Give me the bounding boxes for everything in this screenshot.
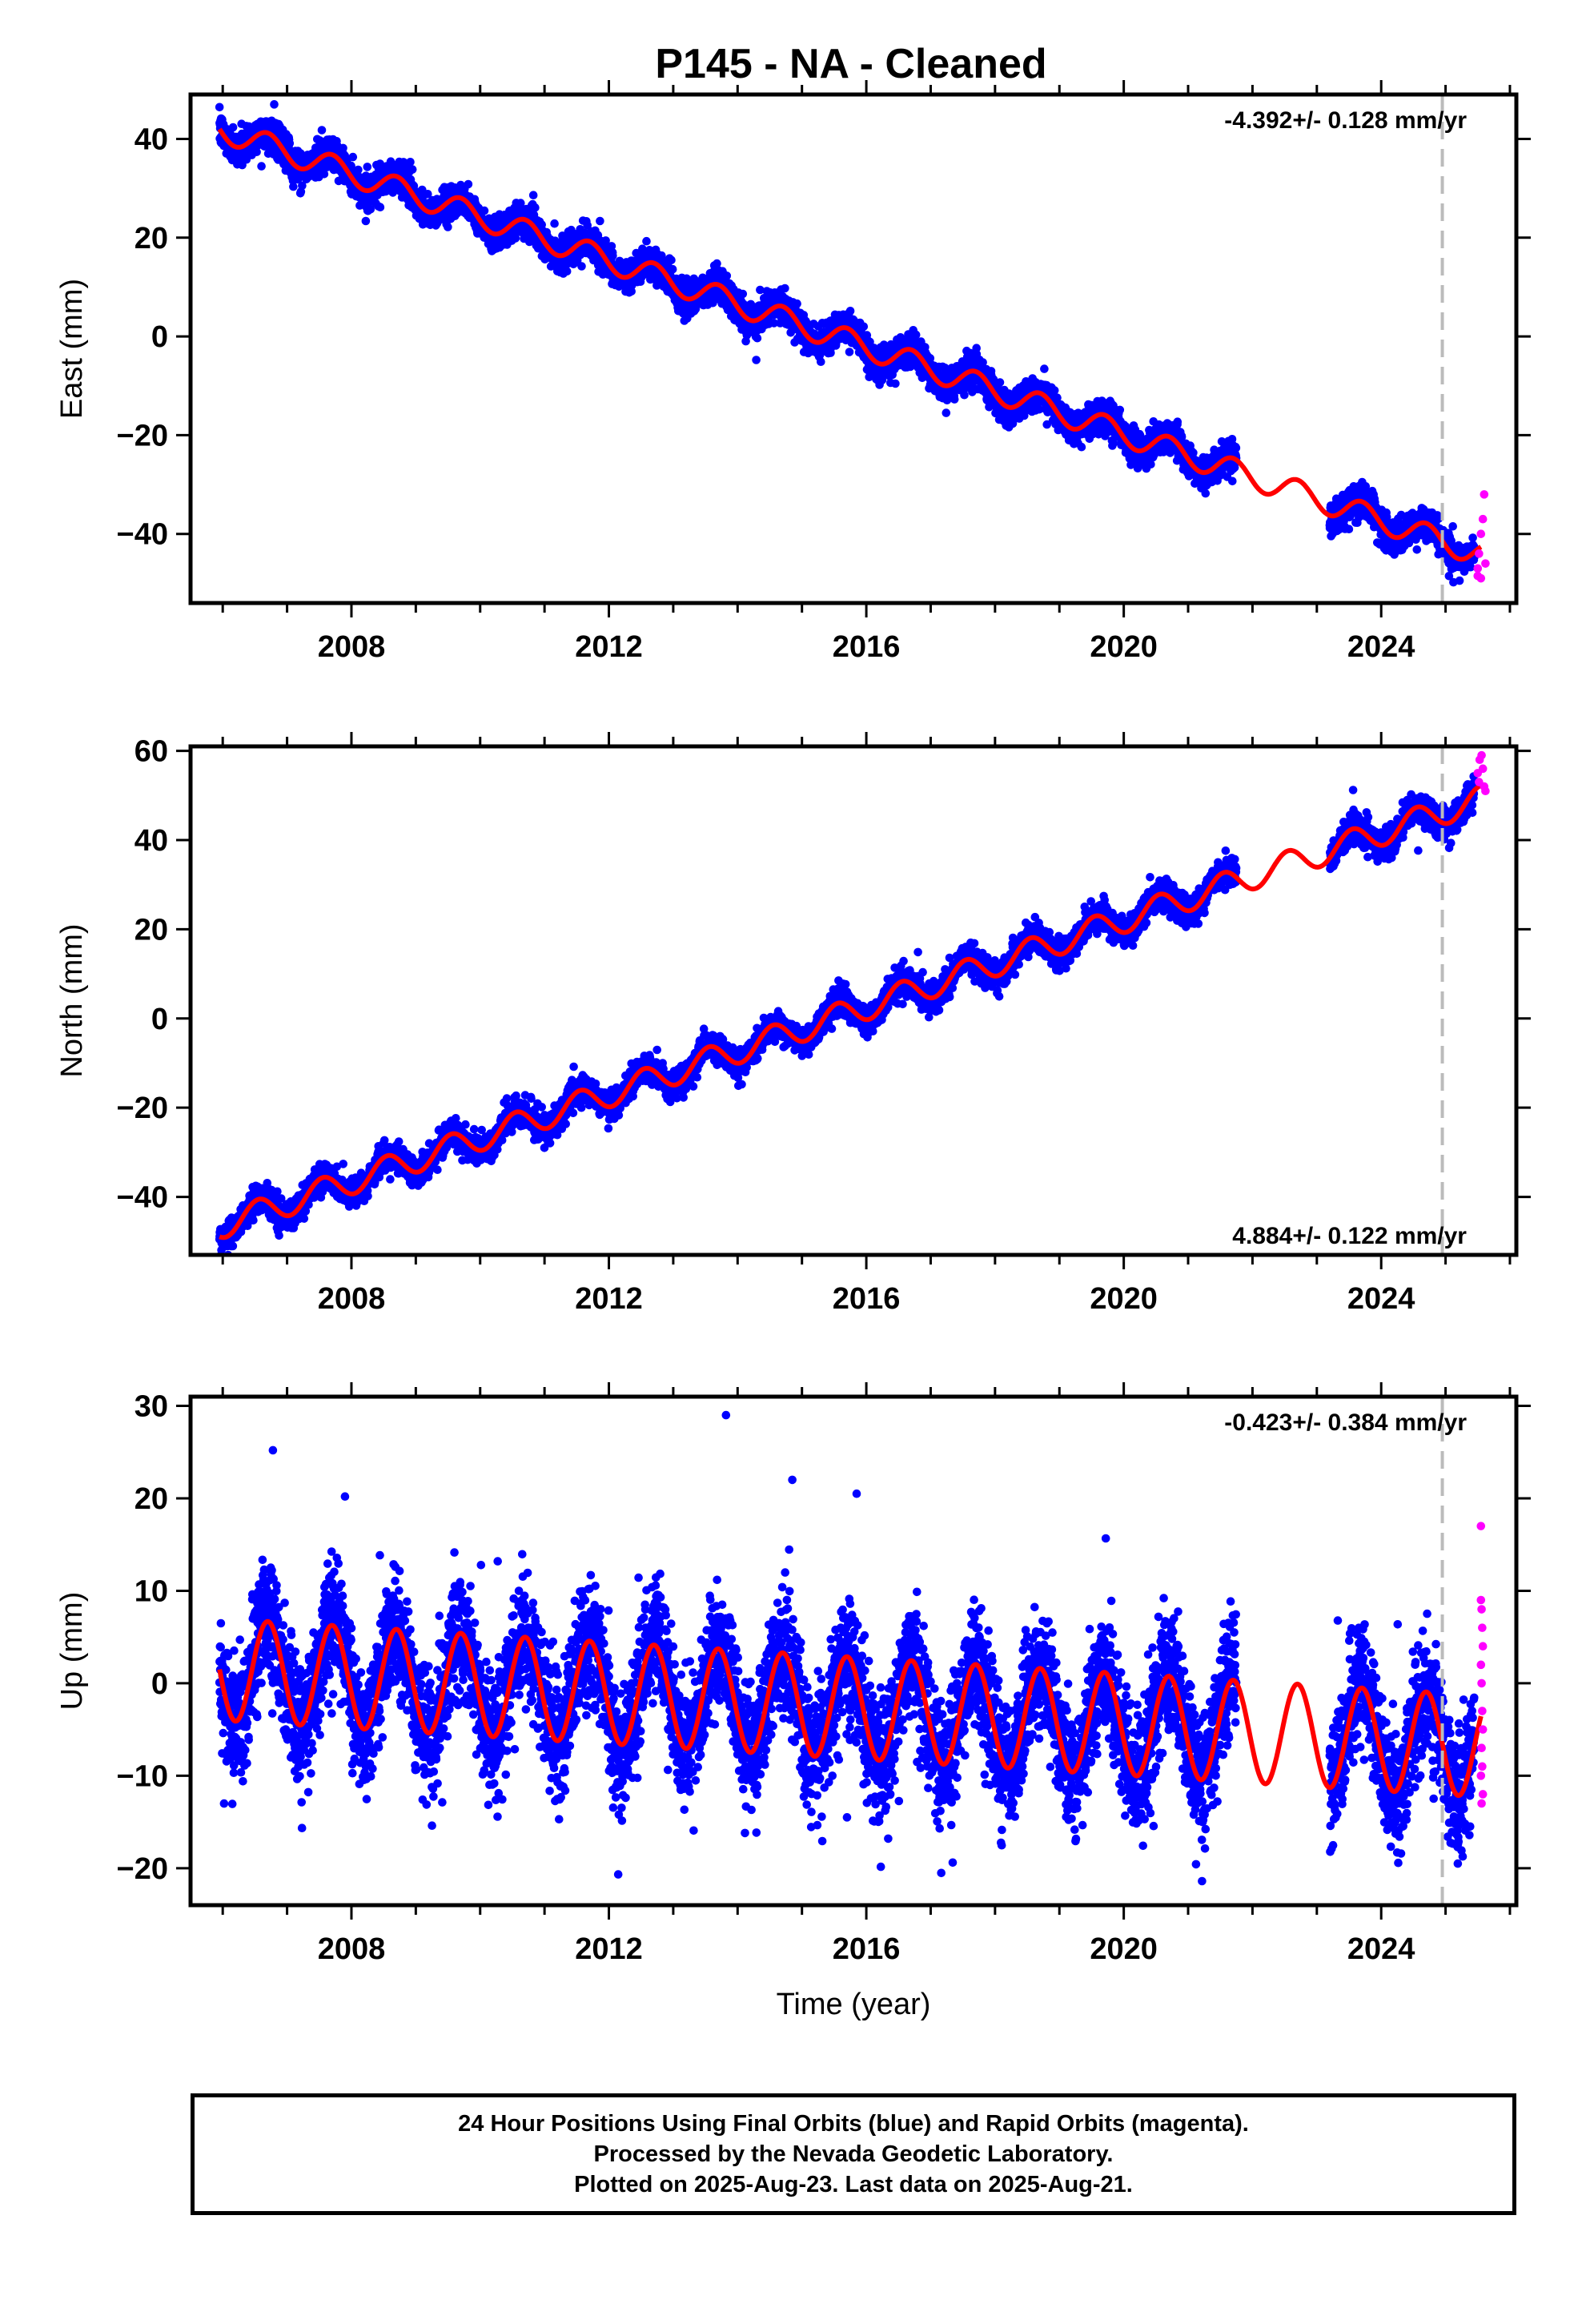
- data-point: [319, 170, 329, 179]
- data-point: [817, 357, 825, 367]
- data-point: [424, 190, 432, 199]
- data-point: [228, 123, 238, 132]
- data-point: [464, 179, 473, 189]
- data-point: [317, 126, 327, 135]
- data-point: [480, 206, 489, 215]
- data-point: [577, 262, 586, 271]
- data-point: [667, 255, 676, 265]
- data-point: [562, 267, 572, 276]
- data-point: [531, 203, 540, 212]
- data-point: [363, 163, 372, 171]
- data-point: [845, 307, 855, 316]
- data-point: [859, 322, 869, 332]
- data-point: [845, 348, 854, 356]
- data-point: [375, 203, 385, 211]
- data-point: [347, 161, 355, 171]
- data-point: [596, 216, 604, 226]
- data-point: [285, 139, 295, 148]
- data-point: [911, 330, 921, 340]
- data-point: [354, 165, 363, 175]
- data-point: [668, 264, 677, 274]
- data-point: [942, 408, 951, 417]
- chart-title: P145 - NA - Cleaned: [655, 41, 1046, 87]
- data-point: [722, 271, 732, 280]
- plot-area: [215, 100, 1490, 587]
- data-point: [361, 216, 371, 226]
- data-point: [252, 147, 261, 156]
- data-point: [298, 181, 307, 191]
- data-point: [891, 379, 900, 388]
- data-point: [444, 223, 452, 231]
- data-point: [406, 158, 415, 167]
- data-point: [550, 219, 559, 228]
- data-point: [257, 162, 266, 171]
- data-point: [1050, 386, 1059, 395]
- data-point: [408, 165, 417, 174]
- data-point: [752, 356, 761, 364]
- data-point: [215, 103, 224, 112]
- data-point: [738, 289, 748, 299]
- data-point: [642, 236, 651, 246]
- data-point: [950, 395, 959, 404]
- data-point: [608, 251, 617, 260]
- data-point: [793, 299, 801, 308]
- data-point: [781, 283, 789, 293]
- data-point: [366, 204, 375, 214]
- data-point: [1040, 364, 1049, 373]
- data-point: [289, 182, 298, 191]
- final-orbits-points: [215, 100, 1479, 587]
- data-point: [1077, 442, 1086, 452]
- data-point: [528, 191, 538, 199]
- data-point: [753, 333, 762, 343]
- data-point: [995, 378, 1005, 387]
- data-point: [348, 152, 358, 162]
